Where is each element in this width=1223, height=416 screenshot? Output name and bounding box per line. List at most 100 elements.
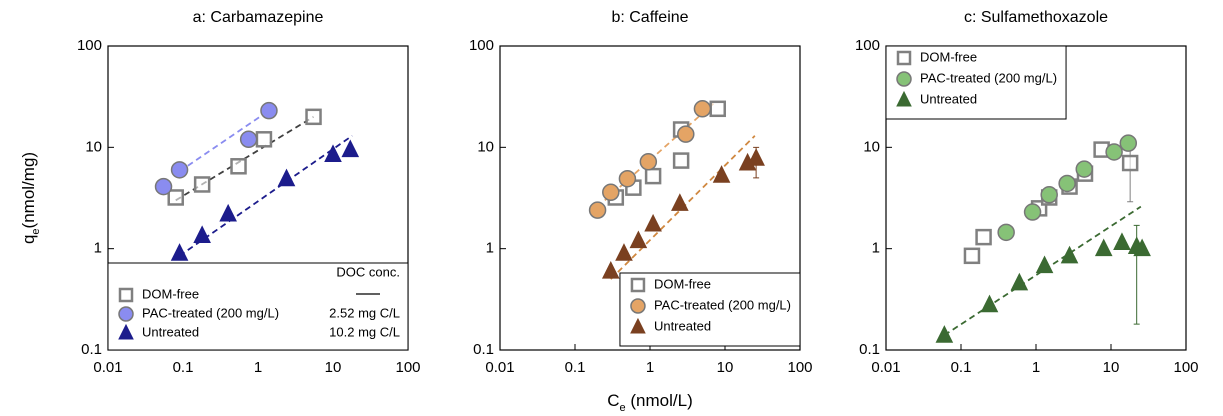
x-tick-label: 0.1 xyxy=(565,359,586,376)
x-tick-label: 0.01 xyxy=(93,359,122,376)
legend-entries: DOM-free PAC-treated (200 mg/L) Untreated xyxy=(896,49,1057,107)
square-marker xyxy=(672,152,690,169)
circle-marker xyxy=(588,201,607,219)
y-axis-label: qe(nmol/mg) xyxy=(19,152,41,244)
triangle-marker xyxy=(1060,245,1079,264)
triangle-marker xyxy=(896,90,912,107)
fit-line xyxy=(179,135,353,257)
y-axis-label-part: (nmol/mg) xyxy=(19,152,38,229)
circle-marker xyxy=(896,71,912,87)
x-tick-label: 100 xyxy=(395,359,420,376)
legend: DOM-free PAC-treated (200 mg/L) Untreated D… xyxy=(107,262,409,351)
circle-marker xyxy=(118,306,134,322)
panel-title: b: Caffeine xyxy=(611,9,688,26)
triangle-marker xyxy=(1133,238,1151,257)
circle-marker xyxy=(677,125,695,143)
legend: DOM-free PAC-treated (200 mg/L) Untreated xyxy=(619,272,801,347)
triangle-marker xyxy=(1010,272,1029,291)
panel-title: a: Carbamazepine xyxy=(193,9,324,26)
triangle-marker xyxy=(629,230,648,249)
legend-label: PAC-treated (200 mg/L) xyxy=(920,70,1057,85)
x-tick-label: 0.01 xyxy=(485,359,514,376)
circle-marker xyxy=(260,101,278,120)
legend: DOM-free PAC-treated (200 mg/L) Untreated xyxy=(885,45,1067,120)
y-tick-label: 10 xyxy=(863,138,880,155)
circle-marker xyxy=(630,298,646,314)
x-tick-label: 0.1 xyxy=(173,359,194,376)
circle-marker xyxy=(693,100,712,118)
triangle-marker xyxy=(935,325,954,343)
triangle-marker xyxy=(980,294,999,313)
legend-entries: DOM-free PAC-treated (200 mg/L) Untreated D… xyxy=(118,264,400,340)
legend-doc: 10.2 mg C/L xyxy=(329,324,400,339)
square-marker xyxy=(193,176,211,193)
circle-marker xyxy=(239,130,258,149)
circle-marker xyxy=(1023,203,1042,221)
circle-marker xyxy=(1105,143,1123,161)
y-tick-label: 1 xyxy=(872,240,880,257)
triangle-marker xyxy=(615,243,633,261)
triangle-marker xyxy=(324,144,342,162)
legend-label: DOM-free xyxy=(654,276,711,291)
error-bar xyxy=(1127,142,1134,203)
y-tick-label: 0.1 xyxy=(81,341,102,358)
x-tick-label: 0.1 xyxy=(951,359,972,376)
triangle-marker xyxy=(671,193,689,211)
x-axis-label-part: e xyxy=(620,402,626,414)
x-axis-label-part: C xyxy=(607,391,619,410)
legend-entries: DOM-free PAC-treated (200 mg/L) Untreated xyxy=(630,276,791,334)
square-marker xyxy=(975,228,992,246)
triangle-marker xyxy=(644,213,662,232)
x-tick-label: 10 xyxy=(717,359,734,376)
triangle-marker xyxy=(747,148,765,166)
triangle-marker xyxy=(712,165,731,183)
fit-line xyxy=(943,205,1142,336)
legend-box xyxy=(885,45,1067,120)
triangle-marker xyxy=(118,323,134,340)
panel-title: c: Sulfamethoxazole xyxy=(964,9,1108,26)
x-tick-label: 1 xyxy=(1032,359,1040,376)
x-tick-label: 1 xyxy=(646,359,654,376)
triangle-marker xyxy=(219,203,237,222)
square-marker xyxy=(963,247,981,265)
y-tick-label: 100 xyxy=(469,37,494,54)
legend-box xyxy=(107,262,409,351)
triangle-marker xyxy=(170,243,189,261)
y-tick-label: 10 xyxy=(477,138,494,155)
triangle-marker xyxy=(1035,255,1054,274)
fit-line xyxy=(179,109,270,173)
x-tick-label: 10 xyxy=(325,359,342,376)
x-axis-label: Ce (nmol/L) xyxy=(607,391,692,413)
square-marker xyxy=(118,287,134,303)
y-tick-label: 100 xyxy=(855,37,880,54)
x-tick-label: 10 xyxy=(1103,359,1120,376)
circle-marker xyxy=(997,223,1015,242)
circle-marker xyxy=(618,169,637,188)
legend-label: Untreated xyxy=(654,318,711,333)
circle-marker xyxy=(1075,160,1094,178)
square-marker xyxy=(230,158,247,175)
x-axis-label-part: (nmol/L) xyxy=(626,391,693,410)
triangle-marker xyxy=(193,225,211,243)
legend-label: DOM-free xyxy=(920,49,977,64)
square-marker xyxy=(644,167,662,185)
x-tick-label: 0.01 xyxy=(871,359,900,376)
circle-marker xyxy=(1058,174,1076,193)
square-marker xyxy=(630,277,646,293)
square-marker xyxy=(1121,154,1139,172)
triangle-marker xyxy=(1113,232,1131,251)
legend-box xyxy=(619,272,801,347)
x-tick-label: 1 xyxy=(254,359,262,376)
legend-label: PAC-treated (200 mg/L) xyxy=(654,297,791,312)
fit-line xyxy=(604,102,714,201)
y-tick-label: 1 xyxy=(486,240,494,257)
legend-label: Untreated xyxy=(142,324,199,339)
y-tick-label: 10 xyxy=(85,138,102,155)
circle-marker xyxy=(602,183,620,202)
circle-marker xyxy=(154,177,173,196)
legend-title: DOC conc. xyxy=(336,264,400,279)
triangle-marker xyxy=(630,317,646,334)
